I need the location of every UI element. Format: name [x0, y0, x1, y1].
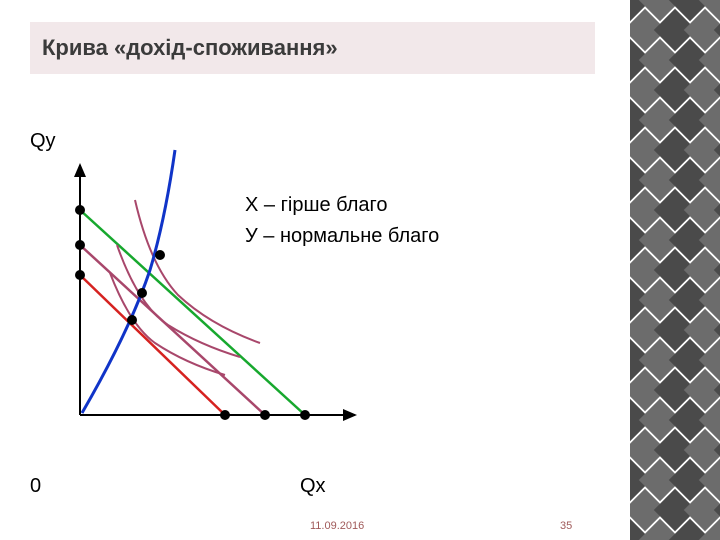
equilibrium-point [75, 205, 85, 215]
slide-title: Крива «дохід-споживання» [42, 35, 338, 61]
budget-line [80, 245, 265, 415]
equilibrium-point [75, 270, 85, 280]
diamond-decor-svg [630, 0, 720, 540]
income-consumption-chart [60, 145, 360, 445]
footer-page-number: 35 [560, 520, 572, 532]
equilibrium-point [137, 288, 147, 298]
equilibrium-point [260, 410, 270, 420]
x-axis-label: Qx [300, 475, 326, 498]
title-bar: Крива «дохід-споживання» [30, 22, 595, 74]
indifference-curve [135, 200, 260, 343]
equilibrium-point [155, 250, 165, 260]
footer-date: 11.09.2016 [310, 520, 364, 532]
diamond-decor [630, 0, 720, 540]
budget-line [80, 275, 225, 415]
equilibrium-point [127, 315, 137, 325]
equilibrium-point [75, 240, 85, 250]
origin-label: 0 [30, 475, 41, 498]
y-axis-label: Qy [30, 130, 56, 153]
equilibrium-point [300, 410, 310, 420]
income-consumption-curve [82, 150, 175, 413]
equilibrium-point [220, 410, 230, 420]
